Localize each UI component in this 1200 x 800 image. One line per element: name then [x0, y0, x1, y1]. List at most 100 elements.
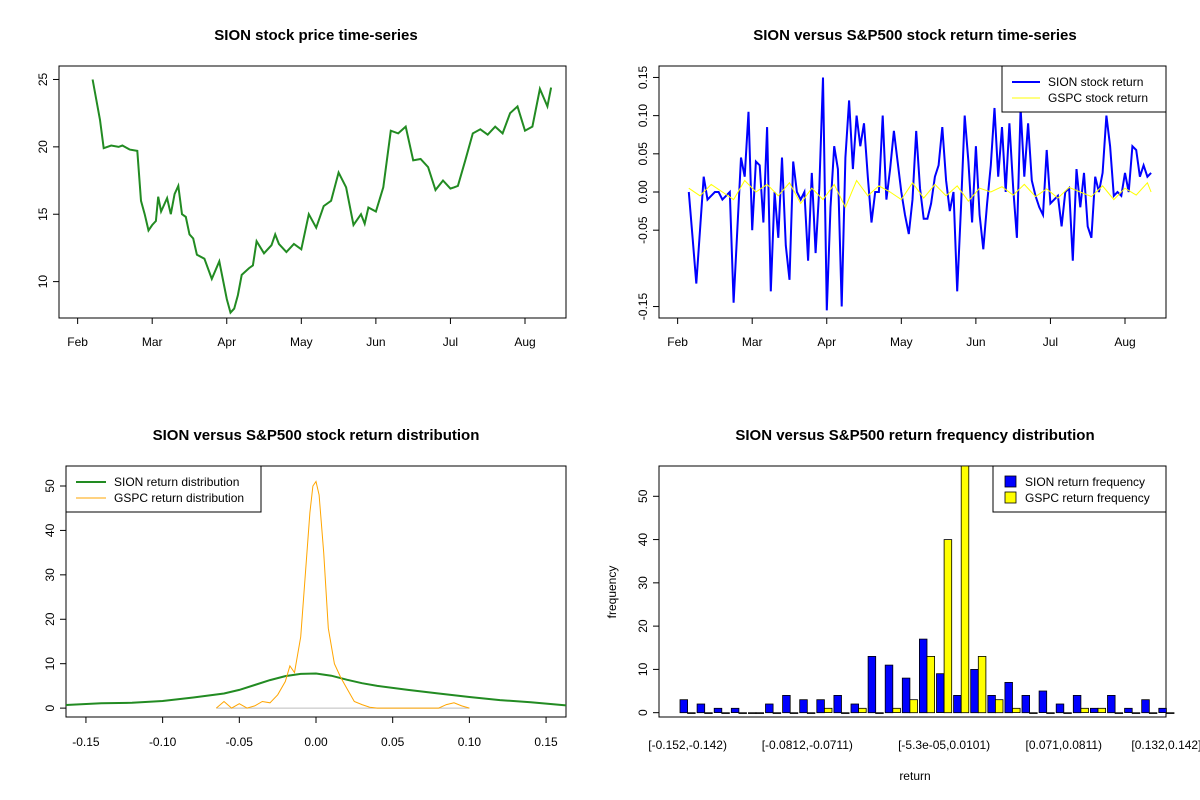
sion-bar: [713, 707, 723, 713]
y-tick-label: 30: [43, 568, 57, 582]
gspc-bar: [806, 712, 816, 714]
x-tick-label: Feb: [667, 335, 688, 349]
gspc-bar: [1080, 707, 1089, 713]
y-tick-label: 0: [43, 704, 57, 711]
returns-chart-title: SION versus S&P500 stock return time-ser…: [753, 27, 1076, 44]
frequency-xlabel: return: [899, 769, 930, 783]
x-tick-label: [-5.3e-05,0.0101): [898, 738, 990, 752]
gspc-bar: [909, 699, 918, 714]
gspc-bar: [892, 707, 901, 713]
sion-bar: [1055, 703, 1065, 714]
y-tick-label: 50: [636, 489, 650, 503]
x-tick-label: [-0.0812,-0.0711): [762, 738, 853, 752]
gspc-bar: [687, 712, 696, 714]
gspc-bar: [1166, 712, 1175, 714]
gspc-bar: [943, 539, 953, 714]
sion-bar: [1090, 707, 1099, 713]
y-tick-label: 40: [43, 523, 57, 537]
y-tick-label: 0.05: [636, 142, 650, 166]
gspc-bar: [926, 656, 935, 714]
x-tick-label: Apr: [217, 335, 236, 349]
x-tick-label: May: [890, 335, 913, 349]
gspc-bar: [960, 465, 970, 714]
x-tick-label: Aug: [1114, 335, 1135, 349]
y-tick-label: 15: [36, 207, 50, 221]
sion-bar: [850, 703, 859, 714]
gspc-bar: [755, 712, 764, 714]
gspc-bar: [1131, 712, 1141, 714]
y-tick-label: 20: [636, 619, 650, 633]
x-tick-label: 0.05: [381, 735, 405, 749]
gspc-return-line: [688, 179, 1152, 209]
density-legend-sion-label: SION return distribution: [114, 475, 239, 489]
density-legend-gspc-label: GSPC return distribution: [114, 491, 244, 505]
x-tick-label: Apr: [817, 335, 836, 349]
sion-bar: [1004, 682, 1013, 714]
gspc-bar: [1046, 712, 1055, 714]
y-tick-label: 0.15: [636, 65, 650, 89]
gspc-bar: [1012, 707, 1021, 713]
x-tick-label: 0.15: [534, 735, 558, 749]
x-tick-label: [0.071,0.0811): [1026, 738, 1103, 752]
frequency-legend-box: [992, 465, 1167, 513]
frequency-legend-sion-label: SION return frequency: [1025, 475, 1145, 489]
gspc-bar: [704, 712, 713, 714]
returns-legend-box: [1001, 65, 1167, 113]
gspc-bar: [721, 712, 730, 714]
sion-bar: [867, 656, 877, 714]
x-tick-label: Feb: [67, 335, 88, 349]
frequency-legend-gspc-label: GSPC return frequency: [1025, 491, 1150, 505]
gspc-bar: [824, 707, 833, 713]
sion-bar: [970, 669, 979, 714]
x-tick-label: 0.00: [304, 735, 328, 749]
gspc-bar: [772, 712, 782, 714]
frequency-plot-box: [658, 465, 1167, 718]
frequency-legend-sion-swatch: [1004, 475, 1017, 488]
returns-chart: SION versus S&P500 stock return time-ser…: [636, 27, 1167, 349]
sion-bar: [782, 695, 791, 714]
sion-bar: [730, 707, 740, 713]
y-tick-label: 50: [43, 479, 57, 493]
y-tick-label: 25: [36, 72, 50, 86]
returns-legend-gspc-label: GSPC stock return: [1048, 91, 1148, 105]
sion-bar: [953, 695, 962, 714]
density-chart: SION versus S&P500 stock return distribu…: [43, 427, 567, 749]
y-tick-label: 10: [36, 275, 50, 289]
gspc-bar: [1029, 712, 1038, 714]
sion-bar: [919, 638, 928, 714]
x-tick-label: Jun: [366, 335, 385, 349]
y-tick-label: -0.05: [636, 216, 650, 244]
returns-legend: SION stock return GSPC stock return: [1001, 65, 1167, 113]
sion-bar: [696, 703, 706, 714]
y-tick-label: 40: [636, 533, 650, 547]
x-tick-label: -0.10: [149, 735, 177, 749]
frequency-chart-title: SION versus S&P500 return frequency dist…: [735, 427, 1094, 444]
gspc-bar: [995, 699, 1004, 714]
y-tick-label: 0: [636, 709, 650, 716]
gspc-bar: [1148, 712, 1158, 714]
sion-bar: [799, 699, 808, 714]
sion-bar: [1158, 707, 1167, 713]
sion-density-line: [65, 672, 567, 707]
sion-bar: [1021, 695, 1030, 714]
y-tick-label: 10: [43, 657, 57, 671]
sion-bar: [833, 695, 842, 714]
density-chart-title: SION versus S&P500 stock return distribu…: [153, 427, 480, 444]
x-tick-label: [0.132,0.142]: [1131, 738, 1200, 752]
sion-bar: [884, 664, 894, 714]
x-tick-label: Aug: [514, 335, 535, 349]
x-tick-label: Mar: [742, 335, 763, 349]
x-tick-label: May: [290, 335, 313, 349]
y-tick-label: 20: [36, 140, 50, 154]
y-tick-label: 20: [43, 612, 57, 626]
sion-bar: [748, 712, 757, 714]
sion-bar: [816, 699, 825, 714]
sion-bar: [1141, 699, 1150, 714]
x-tick-label: -0.15: [72, 735, 100, 749]
frequency-chart: SION versus S&P500 return frequency dist…: [605, 427, 1200, 783]
price-chart-title: SION stock price time-series: [214, 27, 417, 44]
sion-bar: [765, 703, 774, 714]
gspc-bar: [1097, 707, 1106, 713]
gspc-bar: [1114, 712, 1124, 714]
